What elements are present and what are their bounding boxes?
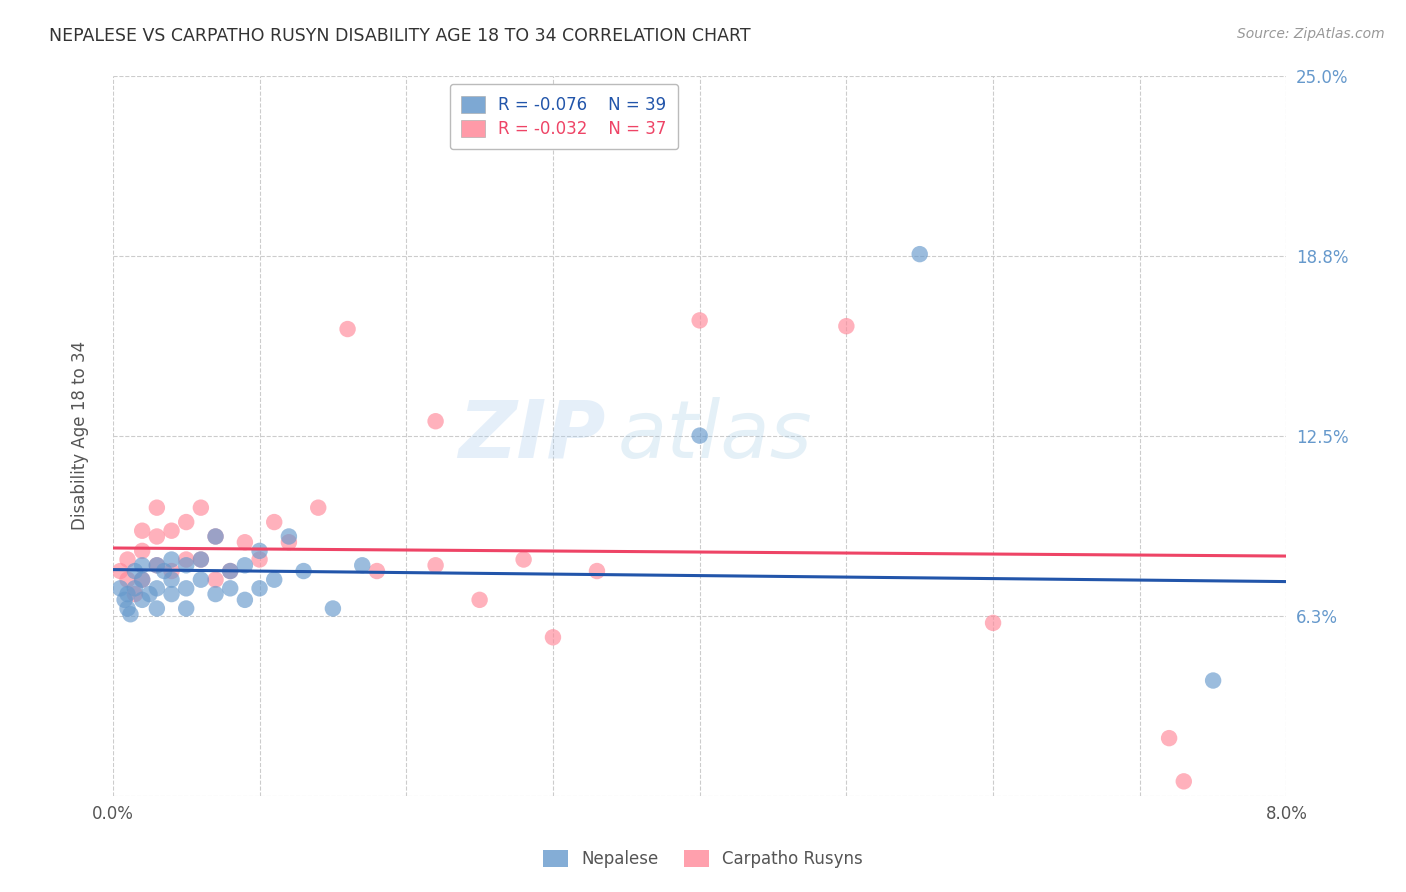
Point <box>277 535 299 549</box>
Point <box>249 582 271 596</box>
Point <box>174 558 197 573</box>
Point <box>190 500 212 515</box>
Point <box>981 615 1004 630</box>
Point <box>352 558 374 573</box>
Text: atlas: atlas <box>617 397 813 475</box>
Point <box>108 564 131 578</box>
Point <box>120 607 142 622</box>
Point <box>146 601 169 615</box>
Point <box>219 582 242 596</box>
Point <box>908 247 931 261</box>
Point <box>1159 731 1181 746</box>
Point <box>174 552 197 566</box>
Point <box>425 414 447 428</box>
Point <box>146 500 169 515</box>
Point <box>131 592 153 607</box>
Point <box>541 630 564 644</box>
Point <box>114 592 136 607</box>
Point <box>1202 673 1225 688</box>
Point <box>586 564 609 578</box>
Point <box>160 587 183 601</box>
Point <box>249 544 271 558</box>
Point <box>204 587 226 601</box>
Point <box>307 500 329 515</box>
Point <box>263 515 285 529</box>
Point <box>160 552 183 566</box>
Point <box>190 573 212 587</box>
Point <box>190 552 212 566</box>
Point <box>204 573 226 587</box>
Point <box>219 564 242 578</box>
Point <box>146 558 169 573</box>
Point <box>336 322 359 336</box>
Point <box>117 573 139 587</box>
Point <box>204 529 226 543</box>
Point <box>108 582 131 596</box>
Point <box>131 573 153 587</box>
Point <box>124 564 146 578</box>
Point <box>160 524 183 538</box>
Point <box>153 564 176 578</box>
Y-axis label: Disability Age 18 to 34: Disability Age 18 to 34 <box>72 341 89 530</box>
Point <box>146 582 169 596</box>
Point <box>174 515 197 529</box>
Point <box>138 587 160 601</box>
Point <box>233 558 256 573</box>
Point <box>468 592 491 607</box>
Point <box>174 601 197 615</box>
Point <box>277 529 299 543</box>
Point <box>131 544 153 558</box>
Point <box>292 564 315 578</box>
Point <box>190 552 212 566</box>
Point <box>117 587 139 601</box>
Point <box>366 564 388 578</box>
Point <box>160 573 183 587</box>
Point <box>233 592 256 607</box>
Legend: Nepalese, Carpatho Rusyns: Nepalese, Carpatho Rusyns <box>537 843 869 875</box>
Point <box>117 601 139 615</box>
Text: NEPALESE VS CARPATHO RUSYN DISABILITY AGE 18 TO 34 CORRELATION CHART: NEPALESE VS CARPATHO RUSYN DISABILITY AG… <box>49 27 751 45</box>
Point <box>146 558 169 573</box>
Text: Source: ZipAtlas.com: Source: ZipAtlas.com <box>1237 27 1385 41</box>
Point <box>1173 774 1195 789</box>
Legend: R = -0.076    N = 39, R = -0.032    N = 37: R = -0.076 N = 39, R = -0.032 N = 37 <box>450 84 678 149</box>
Point <box>204 529 226 543</box>
Point <box>131 558 153 573</box>
Point <box>146 529 169 543</box>
Point <box>160 564 183 578</box>
Point <box>124 582 146 596</box>
Point <box>263 573 285 587</box>
Point <box>124 587 146 601</box>
Point <box>117 552 139 566</box>
Point <box>835 319 858 334</box>
Point <box>689 428 711 442</box>
Point <box>174 582 197 596</box>
Point <box>249 552 271 566</box>
Point <box>233 535 256 549</box>
Point <box>425 558 447 573</box>
Point <box>689 313 711 327</box>
Point <box>219 564 242 578</box>
Point <box>131 524 153 538</box>
Text: ZIP: ZIP <box>458 397 606 475</box>
Point <box>131 573 153 587</box>
Point <box>322 601 344 615</box>
Point <box>512 552 534 566</box>
